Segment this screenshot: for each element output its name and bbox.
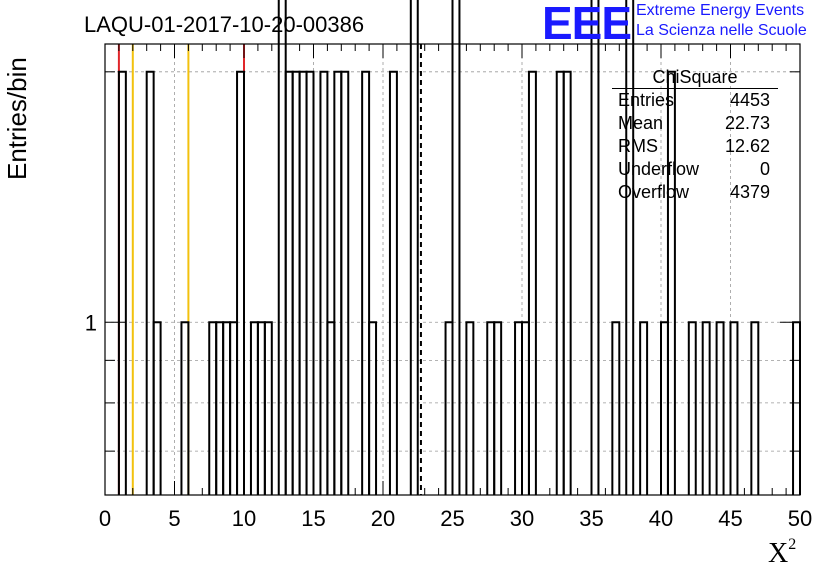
x-tick-label: 25 [440,506,464,531]
histogram-bin [451,0,461,495]
x-tick-label: 10 [232,506,256,531]
stat-label: Mean [618,113,664,133]
histogram-bin [180,321,190,495]
stats-row-underflow: Underflow 0 [612,158,778,181]
histogram-bin [319,70,329,495]
x-tick-label: 0 [99,506,111,531]
histogram-bin [361,70,371,495]
histogram-bin [514,321,523,495]
stat-label: RMS [618,136,658,156]
histogram-bin [388,70,398,495]
histogram-bin [486,321,496,495]
histogram-bin [368,321,378,495]
histogram-bin [263,321,273,495]
x-tick-label: 20 [371,506,395,531]
histogram-bin [229,321,239,495]
stats-row-mean: Mean 22.73 [612,112,778,135]
axes: 0 5 10 15 20 25 30 35 40 45 50 1 [85,43,812,531]
x-tick-label: 30 [510,506,534,531]
histogram-bin [277,0,287,495]
histogram-bin [409,0,419,495]
histogram-bin [444,321,454,495]
histogram-bin [305,70,315,495]
y-axis-label: Entries/bin [2,57,32,180]
histogram-bin [590,0,600,495]
x-tick-label: 35 [579,506,603,531]
histogram-bars [117,0,801,495]
histogram-bin [687,321,697,495]
histogram-bin [750,321,760,495]
x-tick-label: 15 [301,506,325,531]
histogram-bin [284,70,294,495]
histogram-bin [527,70,537,495]
x-tick-label: 45 [718,506,742,531]
stat-value: 22.73 [724,113,770,133]
histogram-bin [639,321,649,495]
stats-row-overflow: Overflow 4379 [612,181,778,204]
histogram-bin [493,321,503,495]
histogram-bin [298,70,308,495]
histogram-bin [715,321,725,495]
stats-box: ChiSquare Entries 4453 Mean 22.73 RMS 12.62… [612,66,778,204]
chart-title: LAQU-01-2017-10-20-00386 [84,12,365,37]
histogram-bin [145,70,155,495]
logo-line-1: Extreme Energy Events [636,2,805,19]
stat-value: 4379 [729,182,770,202]
x-axis-label-exponent: 2 [788,536,797,553]
histogram-bin [222,321,232,495]
stats-title: ChiSquare [612,66,778,89]
stat-label: Underflow [618,159,700,179]
stat-label: Overflow [618,182,690,202]
x-axis-label: X2 [768,536,797,570]
histogram-bin [555,70,565,495]
logo-line-2: La Scienza nelle Scuole [636,22,807,39]
histogram-bin [611,321,621,495]
histogram-bin [729,321,739,495]
histogram-bin [326,321,336,495]
histogram-bin [465,321,475,495]
histogram-bin [562,70,572,495]
histogram-bin [117,70,127,495]
histogram-bin [291,70,301,495]
histogram-bin [249,321,259,495]
histogram-bin [333,70,343,495]
x-axis-label-text: X [768,538,789,569]
stats-row-entries: Entries 4453 [612,89,778,112]
stat-value: 4453 [729,90,770,110]
histogram-bin [701,321,711,495]
histogram-bin [215,321,225,495]
y-tick-label: 1 [85,310,97,335]
x-tick-label: 40 [649,506,673,531]
x-tick-label: 5 [168,506,180,531]
histogram-bin [792,321,801,495]
histogram-bin [340,70,350,495]
histogram-bin [152,321,162,495]
stats-row-rms: RMS 12.62 [612,135,778,158]
histogram-bin [625,0,635,495]
histogram-bin [521,321,530,495]
x-tick-label: 50 [788,506,812,531]
stat-value: 12.62 [724,136,770,156]
histogram-bin [660,321,669,495]
histogram-bin [256,321,266,495]
histogram-bin [666,70,676,495]
stat-value: 0 [759,159,770,179]
histogram-bin [208,321,218,495]
histogram-bin [236,70,245,495]
eee-logo: EEE [542,0,632,49]
stat-label: Entries [618,90,675,110]
